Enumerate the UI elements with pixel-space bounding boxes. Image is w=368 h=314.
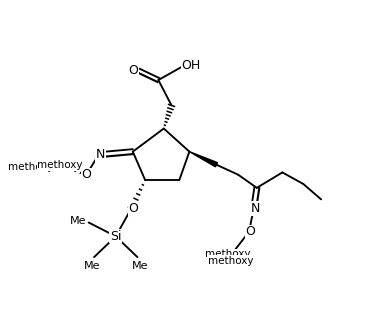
Text: N: N: [96, 148, 105, 161]
Polygon shape: [190, 152, 217, 167]
Text: Me: Me: [70, 216, 86, 226]
Text: methoxy: methoxy: [34, 162, 79, 172]
Text: O: O: [246, 225, 255, 238]
Text: N: N: [251, 202, 260, 215]
Text: Si: Si: [110, 230, 121, 243]
Text: O: O: [81, 168, 91, 181]
Text: methoxy: methoxy: [208, 256, 253, 266]
Text: methoxy: methoxy: [37, 160, 83, 171]
Text: OH: OH: [181, 59, 201, 72]
Text: Me: Me: [131, 261, 148, 271]
Text: methoxy: methoxy: [8, 162, 54, 172]
Text: methoxy: methoxy: [205, 249, 250, 259]
Text: O: O: [129, 202, 138, 215]
Text: O: O: [129, 63, 138, 77]
Text: Me: Me: [84, 261, 101, 271]
